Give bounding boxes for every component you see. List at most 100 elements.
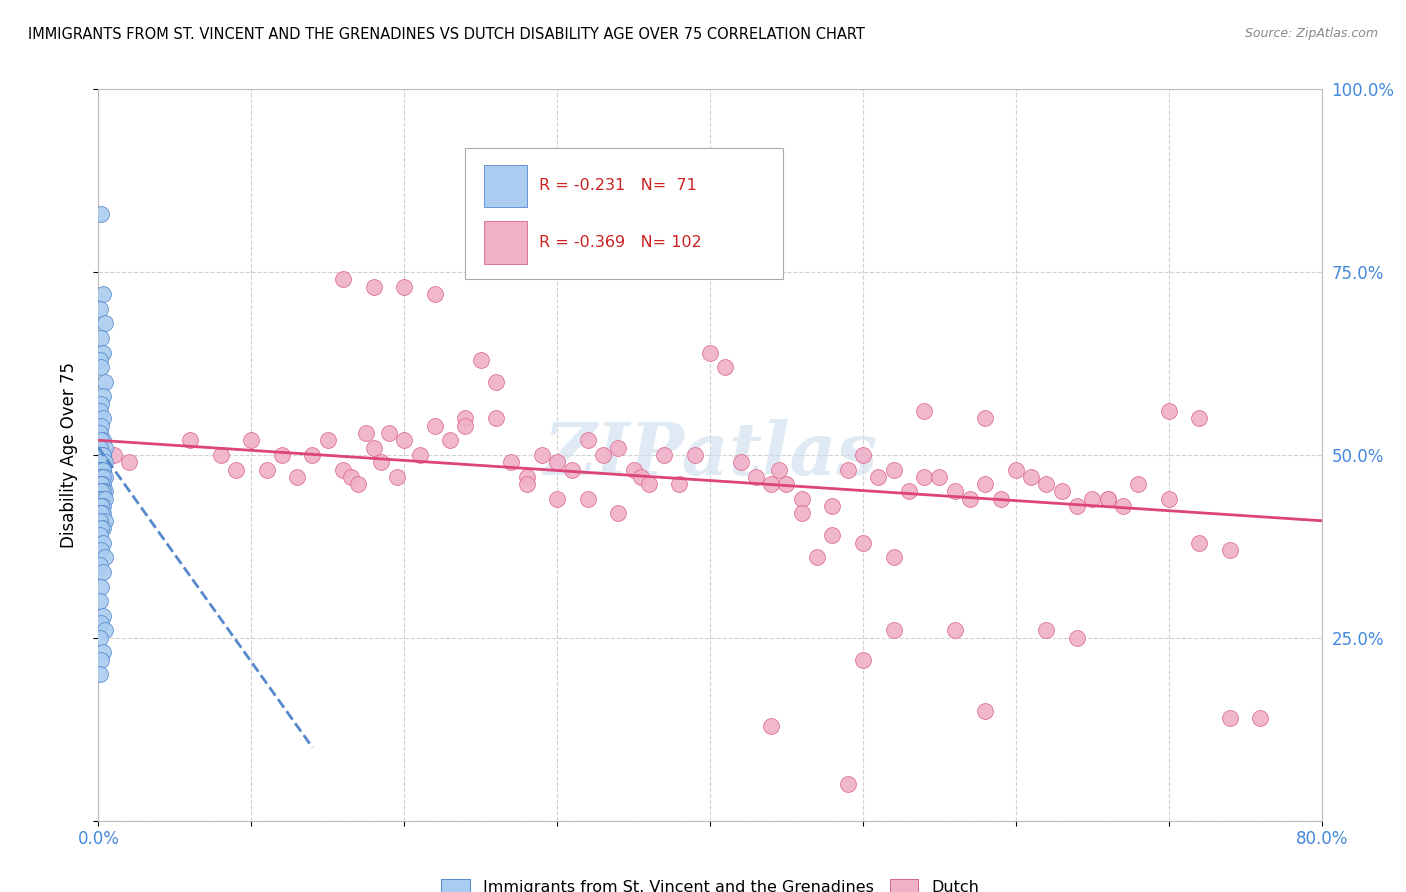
Point [93, 441, 115, 455]
Bar [465, 148, 783, 279]
Point [363, 441, 385, 455]
Point [91, 477, 114, 491]
Point [91, 448, 114, 462]
Point [89, 528, 111, 542]
Point [821, 499, 844, 513]
Point [928, 470, 950, 484]
Point [89, 667, 111, 681]
Point [93, 316, 115, 330]
Point [868, 470, 890, 484]
Point [90, 418, 112, 433]
Text: Source: ZipAtlas.com: Source: ZipAtlas.com [1244, 27, 1378, 40]
Point [301, 448, 323, 462]
Point [516, 477, 538, 491]
Point [339, 470, 361, 484]
Bar [484, 221, 526, 263]
Point [90, 543, 112, 558]
Point [485, 375, 508, 389]
Point [89, 470, 111, 484]
Point [256, 462, 278, 476]
Point [90, 470, 112, 484]
Point [1219, 711, 1241, 725]
Point [91, 470, 114, 484]
Point [91, 491, 114, 506]
Point [1081, 491, 1104, 506]
Point [1019, 470, 1042, 484]
Point [546, 491, 568, 506]
Point [89, 491, 111, 506]
Point [423, 287, 446, 301]
Text: R = -0.231   N=  71: R = -0.231 N= 71 [538, 178, 696, 194]
Point [93, 550, 115, 565]
Point [91, 434, 114, 448]
Point [1066, 499, 1088, 513]
Point [378, 425, 401, 440]
Point [91, 484, 114, 499]
Point [91, 608, 114, 623]
Point [91, 411, 114, 425]
Point [759, 718, 782, 732]
Point [332, 462, 354, 476]
Point [90, 499, 112, 513]
Point [91, 499, 114, 513]
Point [93, 484, 115, 499]
Point [1219, 543, 1241, 558]
Point [392, 434, 416, 448]
Point [285, 470, 308, 484]
Point [1035, 624, 1057, 638]
Point [561, 462, 583, 476]
Point [89, 441, 111, 455]
Point [363, 279, 385, 293]
Point [316, 434, 339, 448]
Point [90, 331, 112, 345]
Point [1097, 491, 1119, 506]
Point [89, 301, 111, 316]
Point [179, 434, 201, 448]
Point [1097, 491, 1119, 506]
Point [91, 645, 114, 659]
Point [1112, 499, 1135, 513]
Point [806, 550, 828, 565]
Text: IMMIGRANTS FROM ST. VINCENT AND THE GRENADINES VS DUTCH DISABILITY AGE OVER 75 C: IMMIGRANTS FROM ST. VINCENT AND THE GREN… [28, 27, 865, 42]
Point [93, 455, 115, 469]
Point [837, 777, 859, 791]
Point [89, 462, 111, 476]
Point [607, 507, 630, 521]
Point [90, 477, 112, 491]
Point [408, 448, 430, 462]
Point [699, 345, 721, 359]
Point [90, 491, 112, 506]
Point [392, 279, 416, 293]
Point [1157, 404, 1180, 418]
Point [883, 624, 905, 638]
Point [1004, 462, 1026, 476]
Point [118, 455, 141, 469]
Point [93, 470, 115, 484]
Y-axis label: Disability Age Over 75: Disability Age Over 75 [59, 362, 77, 548]
Point [89, 514, 111, 528]
Point [912, 404, 935, 418]
Point [943, 624, 966, 638]
Point [354, 425, 377, 440]
Point [730, 455, 752, 469]
Point [89, 352, 111, 367]
Point [89, 425, 111, 440]
Point [91, 507, 114, 521]
Point [1066, 631, 1088, 645]
Point [683, 448, 706, 462]
Point [454, 418, 477, 433]
Point [630, 470, 652, 484]
Point [623, 462, 645, 476]
Point [439, 434, 461, 448]
Point [974, 704, 997, 718]
Point [89, 594, 111, 608]
Point [91, 448, 114, 462]
Point [89, 507, 111, 521]
Point [592, 448, 614, 462]
Point [347, 477, 370, 491]
Point [370, 455, 392, 469]
Point [790, 491, 813, 506]
Point [90, 206, 112, 220]
Point [883, 550, 905, 565]
Point [1249, 711, 1271, 725]
